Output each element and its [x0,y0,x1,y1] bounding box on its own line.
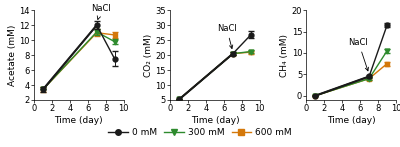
X-axis label: Time (day): Time (day) [327,116,376,125]
Text: NaCl: NaCl [217,24,236,49]
Y-axis label: CO₂ (mM): CO₂ (mM) [144,34,153,77]
Y-axis label: Acetate (mM): Acetate (mM) [8,24,16,86]
Text: NaCl: NaCl [348,38,368,71]
X-axis label: Time (day): Time (day) [191,116,239,125]
Y-axis label: CH₄ (mM): CH₄ (mM) [280,34,289,77]
Legend: 0 mM, 300 mM, 600 mM: 0 mM, 300 mM, 600 mM [105,125,295,141]
X-axis label: Time (day): Time (day) [54,116,103,125]
Text: NaCl: NaCl [91,4,111,19]
